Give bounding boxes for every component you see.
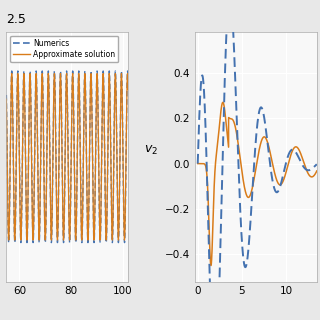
Legend: Numerics, Approximate solution: Numerics, Approximate solution <box>10 36 118 62</box>
Y-axis label: $v_2$: $v_2$ <box>144 144 158 157</box>
Text: 2.5: 2.5 <box>6 12 26 26</box>
